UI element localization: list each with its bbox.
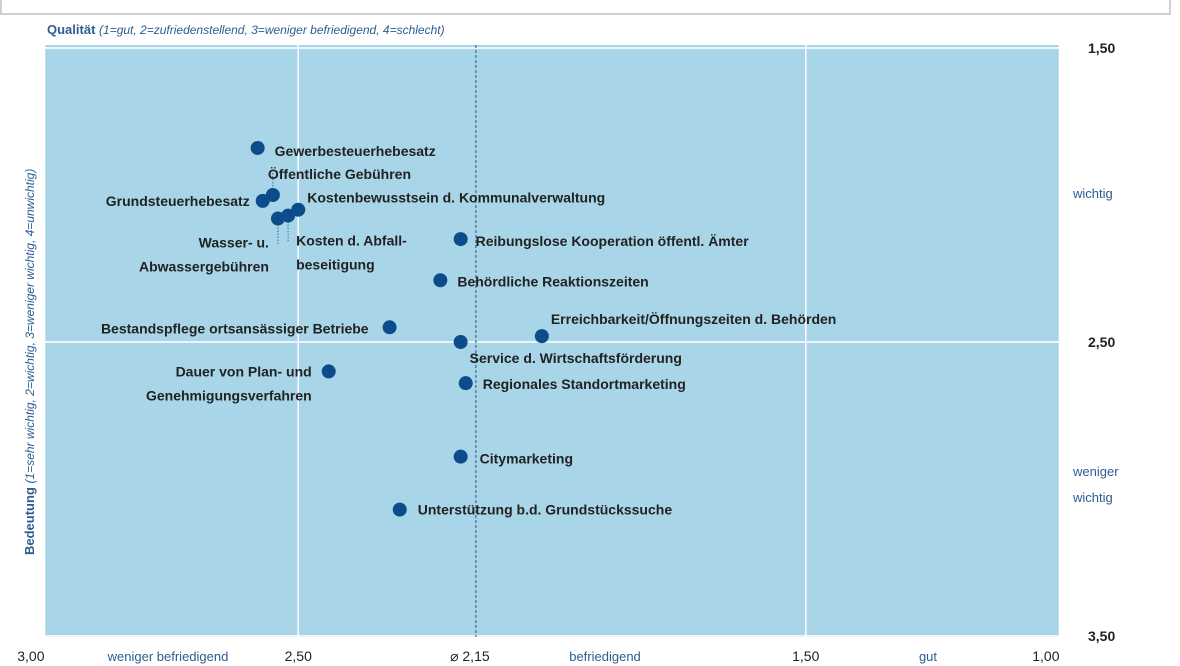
y-tick-label: 1,50 bbox=[1088, 40, 1115, 56]
point bbox=[534, 329, 549, 344]
point-label: Kostenbewusstsein d. Kommunalverwaltung bbox=[307, 190, 605, 206]
point-label: Kosten d. Abfall- bbox=[296, 233, 407, 249]
x-tick-label: 1,50 bbox=[792, 648, 819, 664]
point bbox=[255, 193, 270, 208]
point bbox=[291, 202, 306, 217]
point bbox=[453, 449, 468, 464]
x-axis-title: Qualität (1=gut, 2=zufriedenstellend, 3=… bbox=[47, 22, 445, 37]
y-annotation: wichtig bbox=[1072, 186, 1113, 201]
plot-area bbox=[45, 45, 1060, 637]
point bbox=[392, 502, 407, 517]
x-tick-label: 2,50 bbox=[285, 648, 312, 664]
y-axis-title: Bedeutung (1=sehr wichtig, 2=wichtig, 3=… bbox=[22, 169, 37, 555]
point-label: Reibungslose Kooperation öffentl. Ämter bbox=[476, 233, 750, 249]
point-label: beseitigung bbox=[296, 257, 375, 273]
point-label: Service d. Wirtschaftsförderung bbox=[470, 350, 682, 366]
x-label-note: (1=gut, 2=zufriedenstellend, 3=weniger b… bbox=[99, 23, 445, 37]
point-label: Öffentliche Gebühren bbox=[268, 166, 411, 182]
x-tick-label: 3,00 bbox=[17, 648, 44, 664]
y-annotation: weniger bbox=[1072, 464, 1119, 479]
x-label: Qualität bbox=[47, 22, 96, 37]
y-label: Bedeutung bbox=[22, 487, 37, 555]
point bbox=[433, 273, 448, 288]
point-label: Citymarketing bbox=[480, 451, 573, 467]
x-annotation: weniger befriedigend bbox=[107, 649, 229, 664]
mean-label: ⌀ 2,15 bbox=[450, 648, 490, 664]
point-label: Genehmigungsverfahren bbox=[146, 387, 312, 403]
point-label: Bestandspflege ortsansässiger Betriebe bbox=[101, 320, 369, 336]
point-label: Unterstützung b.d. Grundstückssuche bbox=[418, 502, 673, 518]
point-label: Erreichbarkeit/Öffnungszeiten d. Behörde… bbox=[551, 311, 837, 327]
y-annotation: wichtig bbox=[1072, 490, 1113, 505]
header-box bbox=[0, 0, 1171, 15]
point-label: Wasser- u. bbox=[199, 235, 269, 251]
point bbox=[250, 140, 265, 155]
point bbox=[453, 232, 468, 247]
point-label: Behördliche Reaktionszeiten bbox=[457, 273, 648, 289]
point bbox=[321, 364, 336, 379]
point-label: Regionales Standortmarketing bbox=[483, 376, 686, 392]
point-label: Dauer von Plan- und bbox=[176, 363, 312, 379]
point bbox=[265, 188, 280, 202]
point-label: Grundsteuerhebesatz bbox=[106, 193, 250, 209]
point-label: Gewerbesteuerhebesatz bbox=[275, 143, 436, 159]
point bbox=[382, 320, 397, 335]
x-tick-label: 1,00 bbox=[1032, 648, 1059, 664]
x-annotation: befriedigend bbox=[569, 649, 641, 664]
x-annotation: gut bbox=[919, 649, 937, 664]
y-tick-label: 2,50 bbox=[1088, 334, 1115, 350]
point bbox=[453, 335, 468, 349]
y-tick-label: 3,50 bbox=[1088, 628, 1115, 644]
point-label: Abwassergebühren bbox=[139, 259, 269, 275]
y-label-note: (1=sehr wichtig, 2=wichtig, 3=weniger wi… bbox=[23, 169, 37, 484]
point bbox=[281, 208, 296, 223]
point bbox=[458, 376, 473, 391]
